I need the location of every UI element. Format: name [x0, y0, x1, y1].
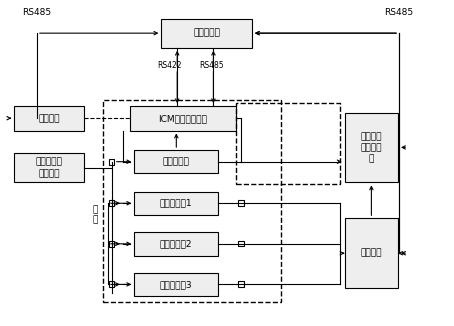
Text: RS485: RS485 — [385, 8, 414, 17]
Bar — [109, 281, 114, 287]
Bar — [238, 200, 244, 206]
Bar — [238, 281, 244, 287]
Bar — [109, 200, 114, 206]
Text: RS422: RS422 — [157, 61, 181, 70]
Text: 负载接触刨3: 负载接触刨3 — [160, 280, 192, 289]
Text: ICM综合控制模块: ICM综合控制模块 — [158, 114, 207, 123]
Bar — [103, 100, 281, 302]
Bar — [345, 218, 398, 288]
Bar — [109, 159, 114, 165]
Bar — [134, 192, 218, 215]
Bar — [134, 150, 218, 173]
Bar — [134, 232, 218, 256]
Bar — [238, 241, 244, 246]
Bar — [14, 106, 84, 130]
Text: 电源接触器: 电源接触器 — [163, 157, 189, 166]
Bar — [130, 106, 236, 130]
Text: 负载接触刨2: 负载接触刨2 — [160, 239, 192, 248]
Text: 大功率直
流电子负
载: 大功率直 流电子负 载 — [360, 132, 382, 163]
Bar — [14, 153, 84, 183]
Bar — [345, 113, 398, 183]
Text: RS485: RS485 — [22, 8, 51, 17]
Bar — [134, 273, 218, 296]
Text: 产
品: 产 品 — [92, 205, 98, 225]
Bar — [109, 241, 114, 247]
Text: 工作电源: 工作电源 — [39, 114, 60, 123]
Bar — [236, 103, 340, 184]
Text: 上位机软件: 上位机软件 — [193, 29, 220, 38]
Text: 负载接触刨1: 负载接触刨1 — [160, 199, 192, 208]
Text: 功率切换: 功率切换 — [360, 249, 382, 258]
Text: 大功率直流
稳压电源: 大功率直流 稳压电源 — [36, 158, 63, 178]
Text: RS485: RS485 — [199, 61, 223, 70]
Bar — [161, 19, 252, 48]
